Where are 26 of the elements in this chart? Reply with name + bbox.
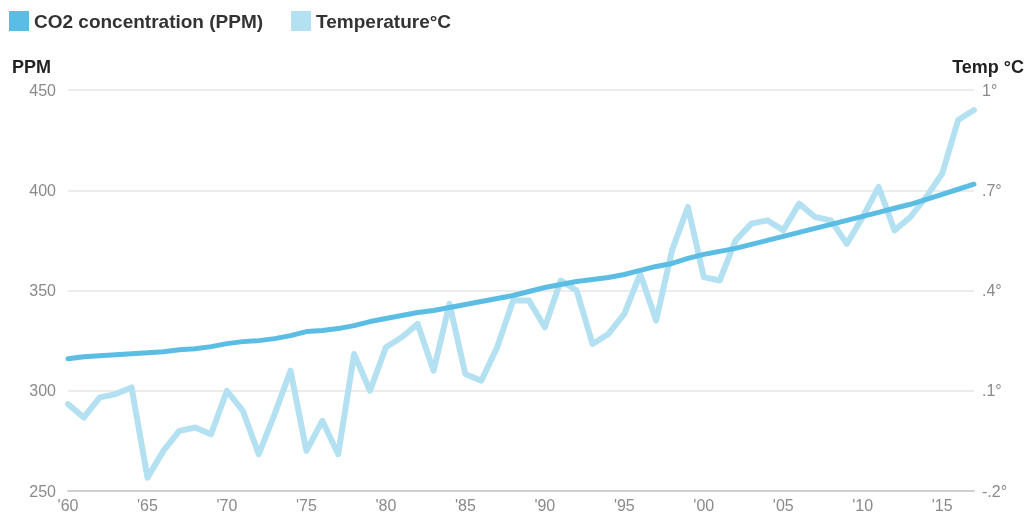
x-tick-label: '85 (454, 496, 476, 514)
legend-label: CO2 concentration (PPM) (34, 10, 264, 32)
y-axis-title: PPM (12, 57, 52, 77)
x-tick-label: '80 (375, 496, 397, 514)
legend-label: Temperature°C (316, 10, 452, 32)
y2-tick-label: .4° (982, 282, 1002, 299)
x-tick-label: '00 (693, 496, 715, 514)
x-tick-label: '70 (216, 496, 238, 514)
x-tick-label: '15 (931, 496, 953, 514)
x-tick-label: '60 (57, 496, 79, 514)
y2-tick-label: .7° (982, 181, 1002, 199)
x-tick-label: '95 (613, 496, 635, 514)
y-tick-label: 250 (29, 482, 57, 500)
y2-tick-label: -.2° (982, 482, 1008, 500)
y-tick-label: 450 (29, 81, 57, 99)
x-tick-label: '10 (852, 496, 874, 514)
x-tick-label: '90 (534, 496, 556, 514)
y2-tick-label: .1° (982, 382, 1002, 400)
y-tick-label: 350 (29, 282, 57, 299)
x-tick-label: '65 (137, 496, 158, 514)
y-tick-label: 400 (29, 181, 57, 199)
y2-axis-title: Temp °C (952, 57, 1024, 77)
x-tick-label: '05 (772, 496, 794, 514)
y-tick-label: 300 (29, 382, 57, 400)
y2-tick-label: 1° (982, 81, 998, 99)
x-tick-label: '75 (295, 496, 317, 514)
